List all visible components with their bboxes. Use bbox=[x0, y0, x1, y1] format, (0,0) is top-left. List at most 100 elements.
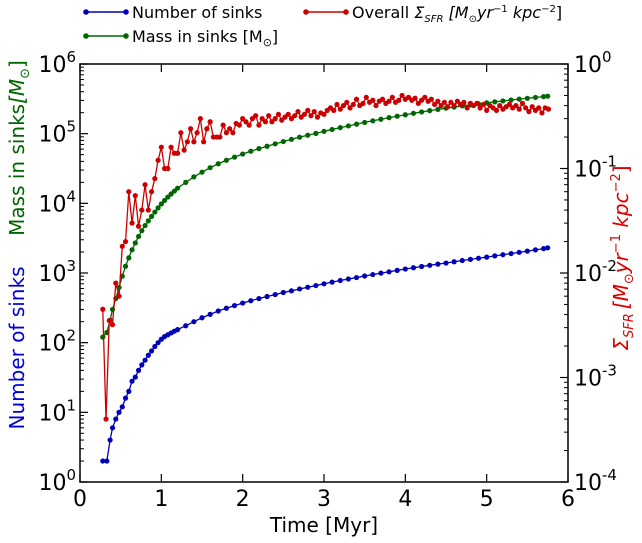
data-point bbox=[545, 245, 551, 251]
data-point bbox=[386, 98, 392, 104]
legend-marker-mass-in-sinks bbox=[123, 33, 129, 39]
right-tick-label: 10-2 bbox=[574, 257, 617, 287]
data-point bbox=[435, 106, 441, 112]
data-point bbox=[240, 300, 246, 306]
data-point bbox=[262, 119, 269, 125]
data-point bbox=[389, 94, 395, 100]
data-point bbox=[454, 98, 460, 104]
legend-label-number-of-sinks: Number of sinks bbox=[132, 3, 262, 22]
data-point bbox=[240, 151, 246, 157]
data-point bbox=[297, 134, 303, 140]
legend-marker-number-of-sinks bbox=[123, 9, 129, 15]
data-point bbox=[484, 107, 490, 113]
data-point bbox=[165, 165, 171, 172]
legend-entry-overall-sfr: Overall ΣSFR [M⊙yr−1 kpc−2] bbox=[303, 3, 562, 25]
series-overall-sfr-m-yr-kpc bbox=[100, 92, 552, 422]
left-tick-base: 10 bbox=[38, 53, 66, 78]
data-point bbox=[331, 107, 337, 113]
data-point bbox=[353, 96, 360, 102]
data-point bbox=[122, 395, 129, 401]
data-point bbox=[104, 329, 110, 336]
data-point bbox=[264, 143, 270, 149]
data-point bbox=[223, 305, 229, 311]
data-point bbox=[427, 108, 433, 114]
data-point bbox=[183, 179, 189, 185]
data-point bbox=[292, 113, 298, 119]
data-point bbox=[223, 130, 229, 136]
legend-entry-mass-in-sinks: Mass in sinks [M⊙] bbox=[83, 27, 278, 49]
data-point bbox=[378, 116, 384, 122]
data-point bbox=[308, 113, 314, 119]
data-point bbox=[142, 182, 148, 188]
left-tick-label: 101 bbox=[38, 396, 76, 426]
data-point bbox=[305, 107, 311, 113]
left-tick-exp: 0 bbox=[66, 466, 76, 484]
data-point bbox=[394, 267, 400, 273]
left-tick-label: 103 bbox=[38, 257, 76, 287]
data-point bbox=[529, 104, 535, 110]
data-point bbox=[272, 116, 278, 122]
data-point bbox=[248, 148, 254, 154]
left-tick-base: 10 bbox=[38, 192, 66, 217]
data-point bbox=[492, 253, 498, 259]
data-point bbox=[129, 247, 135, 253]
data-point bbox=[513, 102, 519, 109]
left-tick-base: 10 bbox=[38, 123, 66, 148]
data-point bbox=[459, 257, 465, 264]
data-point bbox=[126, 255, 132, 261]
right-axis-title: ΣSFR [M⊙yr−1 kpc−2] bbox=[609, 165, 637, 350]
legend-marker-overall-sfr bbox=[303, 9, 309, 15]
left-tick-base: 10 bbox=[38, 262, 66, 287]
data-point bbox=[435, 98, 441, 104]
x-tick-label: 3 bbox=[317, 487, 331, 512]
data-point bbox=[100, 334, 106, 340]
data-point bbox=[148, 213, 155, 219]
data-point bbox=[175, 185, 181, 191]
x-tick-label: 1 bbox=[154, 487, 168, 512]
left-axis-title-mass-group: Mass in sinks[M⊙] bbox=[5, 60, 33, 236]
data-point bbox=[119, 243, 125, 249]
legend-sfr-unit: [M bbox=[443, 3, 468, 22]
series-layer bbox=[100, 92, 552, 464]
data-point bbox=[155, 340, 161, 346]
data-point bbox=[305, 132, 311, 138]
right-tick-label: 10-4 bbox=[574, 466, 617, 496]
legend-sfr-yr: yr bbox=[476, 3, 494, 22]
right-title-kpc-exp: −2 bbox=[609, 173, 624, 192]
data-point bbox=[427, 262, 433, 268]
data-point bbox=[467, 256, 473, 262]
left-tick-label: 104 bbox=[38, 187, 76, 217]
data-point bbox=[438, 102, 444, 109]
data-point bbox=[363, 94, 369, 100]
x-tick-label: 2 bbox=[236, 487, 250, 512]
data-point bbox=[145, 352, 151, 358]
left-tick-exp: 5 bbox=[66, 118, 76, 136]
data-point bbox=[183, 323, 189, 329]
data-point bbox=[113, 280, 119, 286]
data-point bbox=[519, 100, 526, 106]
right-tick-label: 10-3 bbox=[574, 362, 617, 392]
data-point bbox=[461, 99, 467, 105]
data-point bbox=[422, 94, 428, 100]
data-point bbox=[545, 106, 552, 112]
data-point bbox=[410, 265, 417, 271]
x-tick-label: 4 bbox=[398, 487, 412, 512]
data-point bbox=[116, 293, 122, 299]
data-point bbox=[532, 247, 539, 253]
legend-sfr-sub: SFR bbox=[424, 14, 443, 25]
right-tick-exp: -2 bbox=[602, 257, 617, 275]
data-point bbox=[524, 248, 530, 254]
legend-label-overall-sfr: Overall ΣSFR [M⊙yr−1 kpc−2] bbox=[352, 3, 562, 25]
data-point bbox=[109, 322, 116, 328]
data-point bbox=[379, 96, 386, 102]
data-point bbox=[256, 295, 262, 302]
data-point bbox=[272, 291, 278, 298]
right-title-yr: yr bbox=[609, 251, 633, 274]
data-point bbox=[175, 327, 181, 333]
right-tick-exp: -4 bbox=[602, 466, 617, 484]
data-point bbox=[313, 130, 319, 136]
data-point bbox=[217, 134, 223, 140]
legend-label-mass-in-sinks: Mass in sinks [M⊙] bbox=[132, 27, 278, 49]
